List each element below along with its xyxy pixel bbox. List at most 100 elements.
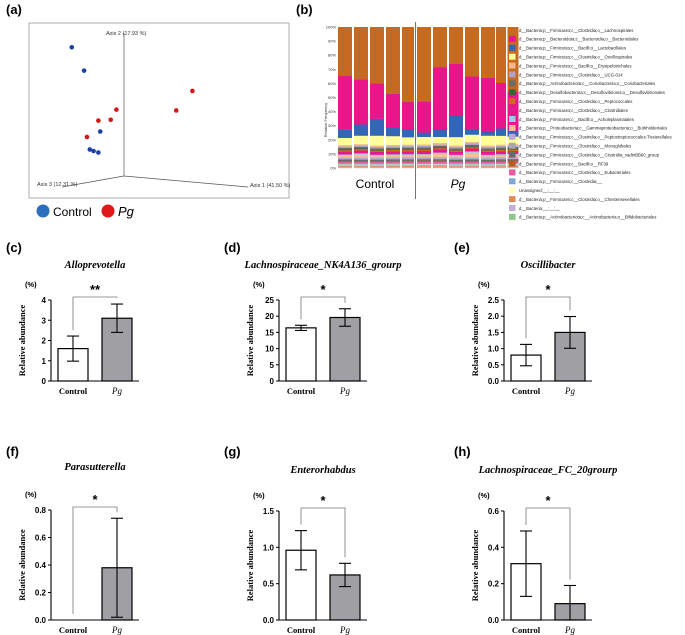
stacked-segment-P2-9 [449, 157, 463, 160]
pcoa-point-control-0 [69, 44, 75, 50]
stacked-segment-C2-21 [354, 27, 368, 80]
stacked-segment-C1-13 [338, 150, 352, 152]
stacked-segment-C6-18 [417, 136, 431, 145]
x-category-2-0: Control [512, 386, 541, 396]
unit-label-2: (%) [478, 280, 490, 289]
stacked-segment-P5-15 [496, 147, 506, 150]
stacked-segment-C4-3 [386, 164, 400, 166]
stacked-segment-C2-10 [354, 154, 368, 158]
stacked-segment-C4-7 [386, 159, 400, 161]
stacked-segment-C6-11 [417, 153, 431, 156]
panel-h-label: (h) [454, 444, 471, 459]
stacked-segment-C1-5 [338, 161, 352, 164]
x-category-5-0: Control [512, 625, 541, 635]
stacked-segment-C5-12 [402, 151, 414, 155]
significance-bracket-3 [72, 506, 118, 614]
stacked-segment-C3-9 [370, 157, 384, 160]
stacked-segment-C5-0 [402, 167, 414, 169]
stacked-segment-P2-19 [449, 115, 463, 138]
stacked-segment-C2-8 [354, 158, 368, 160]
stacked-segment-C6-0 [417, 167, 431, 169]
legend-swatch-14 [509, 151, 516, 158]
stacked-segment-P4-10 [481, 156, 495, 158]
stacked-y-tick-10: 100% [326, 25, 337, 30]
stacked-segment-C4-17 [386, 144, 400, 147]
stacked-segment-C6-15 [417, 147, 431, 149]
stacked-y-tick-1: 10% [328, 151, 336, 156]
stacked-segment-P5-17 [496, 144, 506, 147]
unit-label-5: (%) [478, 491, 490, 500]
pcoa-point-control-5 [96, 150, 101, 155]
stacked-segment-P4-0 [481, 167, 495, 169]
legend-entry-17: d__Bacteria;p__Firmicutes;c__Clostridia;… [519, 179, 603, 184]
legend-swatch-6 [509, 80, 516, 87]
legend-swatch-0 [509, 27, 516, 33]
y-tick-label-5-1: 0.2 [488, 580, 500, 589]
y-tick-label-2-5: 2.5 [488, 296, 500, 305]
panel-d-label: (d) [224, 240, 241, 255]
stacked-segment-C2-6 [354, 160, 368, 162]
legend-swatch-13 [509, 142, 516, 149]
stacked-segment-C5-20 [402, 101, 414, 131]
x-category-4-1: Pg [339, 625, 350, 635]
legend-swatch-5 [509, 71, 516, 78]
significance-mark-4: * [320, 493, 326, 508]
legend-swatch-3 [509, 53, 516, 60]
y-tick-label-0-1: 1 [42, 357, 47, 366]
stacked-segment-C3-4 [370, 163, 384, 165]
stacked-segment-C2-4 [354, 163, 368, 165]
stacked-segment-C6-17 [417, 144, 431, 146]
stacked-segment-P3-19 [465, 128, 479, 135]
stacked-segment-C5-13 [402, 149, 414, 152]
stacked-segment-C5-7 [402, 159, 414, 161]
y-tick-label-2-3: 1.5 [488, 328, 500, 337]
panel-g-enterorhabdus: (g) Enterorhabdus (%) Relative abundance 0.… [224, 444, 367, 635]
stacked-y-tick-5: 50% [328, 95, 336, 100]
stacked-segment-C1-12 [338, 151, 352, 155]
stacked-segment-P1-18 [433, 136, 447, 143]
y-tick-label-1-1: 5 [270, 361, 275, 370]
stacked-segment-P3-12 [465, 148, 479, 152]
pcoa-point-pg-4 [96, 118, 101, 123]
stacked-segment-C4-1 [386, 166, 400, 168]
panel-b-stacked: (b) Relative Frequency 0% 10% 20% 30% 40% 50%… [296, 2, 672, 220]
stacked-segment-P4-8 [481, 158, 495, 160]
stacked-segment-C6-12 [417, 150, 431, 155]
stacked-legend: d__Bacteria;p__Firmicutes;c__Clostridia;… [509, 27, 672, 220]
panel-e-label: (e) [454, 240, 470, 255]
legend-entry-4: d__Bacteria;p__Firmicutes;c__Bacilli;o__… [519, 63, 632, 68]
stacked-segment-C5-4 [402, 162, 414, 165]
stacked-segment-P1-14 [433, 147, 447, 149]
pcoa-point-pg-5 [84, 134, 90, 140]
stacked-segment-P1-1 [433, 166, 447, 168]
significance-mark-5: * [545, 493, 551, 508]
stacked-segment-P2-15 [449, 148, 463, 150]
stacked-segment-C2-20 [354, 79, 368, 125]
pcoa-axis3-label: Axis 3 (12.31 %) [37, 182, 78, 188]
stacked-segment-P1-2 [433, 165, 447, 167]
stacked-segment-C4-16 [386, 146, 400, 148]
stacked-segment-C1-6 [338, 160, 352, 162]
stacked-segment-P1-7 [433, 159, 447, 161]
stacked-segment-C4-20 [386, 93, 400, 128]
y-tick-label-0-2: 2 [42, 337, 47, 346]
legend-entry-21: d__Bacteria;p__Actinobacteriota;c__Actin… [519, 215, 656, 220]
stacked-segment-C6-14 [417, 148, 431, 150]
panel-b-label: (b) [296, 2, 313, 17]
stacked-segment-C6-5 [417, 161, 431, 164]
stacked-segment-C3-19 [370, 118, 384, 136]
stacked-segment-C1-14 [338, 149, 352, 151]
stacked-segment-C5-3 [402, 164, 414, 166]
stacked-segment-P2-11 [449, 154, 463, 157]
significance-mark-0: ** [90, 282, 101, 297]
legend-swatch-1 [509, 35, 516, 42]
stacked-segment-C5-6 [402, 160, 414, 162]
stacked-segment-P6-0 [507, 167, 519, 169]
y-tick-label-2-0: 0.0 [488, 377, 500, 386]
chart-title-2: Oscillibacter [521, 260, 577, 271]
stacked-segment-P2-6 [449, 160, 463, 162]
stacked-segment-P5-16 [496, 145, 506, 148]
stacked-segment-C4-14 [386, 149, 400, 151]
y-tick-label-1-5: 25 [265, 296, 274, 305]
